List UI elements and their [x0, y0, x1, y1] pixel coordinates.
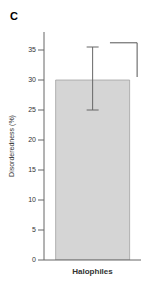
svg-text:Halophiles: Halophiles: [72, 267, 113, 276]
svg-text:25: 25: [28, 106, 36, 113]
svg-text:15: 15: [28, 166, 36, 173]
svg-text:35: 35: [28, 46, 36, 53]
svg-text:Disorderedness (%): Disorderedness (%): [8, 115, 16, 177]
svg-text:5: 5: [32, 226, 36, 233]
svg-text:20: 20: [28, 136, 36, 143]
svg-text:30: 30: [28, 76, 36, 83]
html-text:C: C: [10, 10, 18, 22]
svg-text:0: 0: [32, 256, 36, 263]
svg-text:10: 10: [28, 196, 36, 203]
